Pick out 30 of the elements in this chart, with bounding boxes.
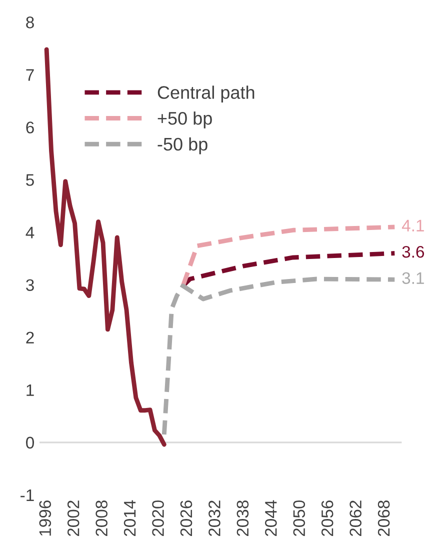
x-tick-label: 2020 xyxy=(152,500,164,536)
legend-label: Central path xyxy=(158,86,254,102)
y-tick-label: 0 xyxy=(26,436,34,449)
x-tick-label: 2044 xyxy=(265,500,277,536)
legend-label: -50 bp xyxy=(158,137,208,154)
legend-label: +50 bp xyxy=(158,112,212,128)
x-tick-label: 2032 xyxy=(208,500,220,536)
x-tick-label: 2014 xyxy=(124,500,136,536)
x-tick-label: 1996 xyxy=(39,500,52,536)
x-tick-label: 2008 xyxy=(96,500,108,536)
data-label: 3.6 xyxy=(402,246,424,258)
line-series xyxy=(162,276,397,437)
y-tick-label: 4 xyxy=(26,226,34,238)
y-tick-label: 2 xyxy=(26,332,34,344)
data-label: 4.1 xyxy=(402,220,424,232)
y-tick-label: 7 xyxy=(26,69,34,81)
x-tick-label: 2062 xyxy=(350,500,362,536)
y-tick-label: 3 xyxy=(26,279,34,291)
y-tick-label: 6 xyxy=(26,122,34,134)
x-tick-label: 2002 xyxy=(67,500,80,536)
y-tick-label: 1 xyxy=(26,384,34,396)
y-tick-label: 5 xyxy=(26,174,34,186)
x-tick-label: 2056 xyxy=(321,500,334,536)
x-tick-label: 2068 xyxy=(378,500,390,536)
y-tick-label: -1 xyxy=(20,490,34,501)
x-tick-label: 2050 xyxy=(293,500,306,536)
x-tick-label: 2026 xyxy=(180,500,192,536)
x-tick-label: 2038 xyxy=(236,500,249,536)
y-tick-label: 8 xyxy=(26,16,34,28)
data-label: 3.1 xyxy=(402,272,424,284)
